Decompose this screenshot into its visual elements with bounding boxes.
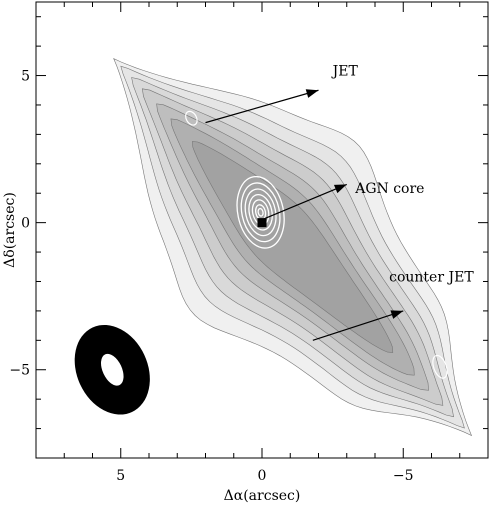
xray-contour-core-3 xyxy=(244,188,277,237)
x-tick-label: −5 xyxy=(393,468,414,484)
y-tick-label: 0 xyxy=(21,216,30,232)
annotation-label: counter JET xyxy=(389,269,474,285)
annotation-arrow-head xyxy=(390,310,404,319)
xray-contour-jet xyxy=(185,110,198,126)
annotations: JET AGN core counter JET xyxy=(205,64,474,341)
agn-core-marker xyxy=(257,218,267,228)
x-tick-label: 0 xyxy=(258,468,267,484)
x-axis-label: Δα(arcsec) xyxy=(224,488,301,504)
axis-ticks: 5 0 −5 5 0 −5 xyxy=(9,2,488,484)
annotation-arrow-head xyxy=(305,89,319,98)
annotation-arrow-line xyxy=(261,183,347,221)
y-tick-label: −5 xyxy=(9,363,30,379)
annotation-arrow-line xyxy=(205,89,319,124)
x-tick-label: 5 xyxy=(116,468,125,484)
radio-contour-level-7 xyxy=(192,141,394,353)
annotation-label: JET xyxy=(331,64,359,80)
y-axis-label: Δδ(arcsec) xyxy=(2,192,18,268)
xray-contour-core-2 xyxy=(240,182,281,243)
xray-contour-core-7 xyxy=(257,207,264,217)
y-tick-label: 5 xyxy=(21,69,30,85)
annotation-arrow-head xyxy=(333,184,347,194)
xray-contour-core-1 xyxy=(236,175,285,249)
beam-inner xyxy=(101,353,124,386)
radio-contours xyxy=(113,58,473,437)
annotation-arrow-line xyxy=(312,310,404,341)
beam-ellipse xyxy=(74,324,150,415)
annotation-label: AGN core xyxy=(354,181,424,197)
xray-contour-counterjet xyxy=(432,354,448,379)
xray-contour-core-4 xyxy=(248,193,273,231)
